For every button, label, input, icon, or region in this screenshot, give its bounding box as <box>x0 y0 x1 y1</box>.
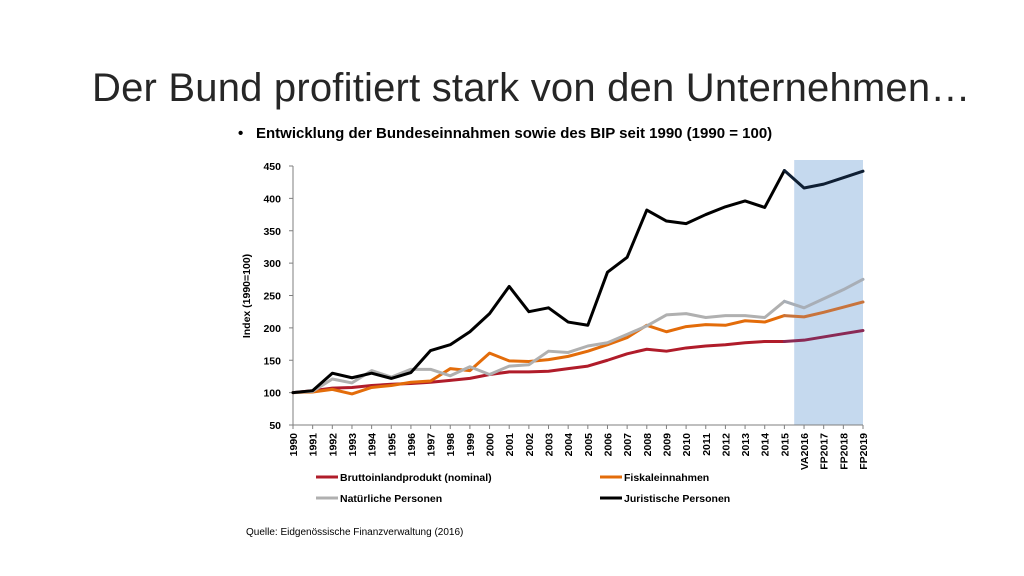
y-tick-label: 150 <box>263 355 281 367</box>
y-tick-label: 250 <box>263 291 281 303</box>
legend-label: Fiskaleinnahmen <box>624 472 709 484</box>
x-tick-label: 2014 <box>760 433 772 457</box>
y-tick-label: 450 <box>263 161 281 173</box>
series-line <box>291 314 786 396</box>
x-tick-label: 2005 <box>583 433 595 457</box>
y-tick-label: 200 <box>263 323 281 335</box>
x-tick-label: 2012 <box>720 433 732 457</box>
x-tick-label: 1990 <box>288 433 300 457</box>
series-line <box>291 299 786 395</box>
y-tick-label: 400 <box>263 193 281 205</box>
source-note: Quelle: Eidgenössische Finanzverwaltung … <box>246 527 464 538</box>
chart-subtitle: • Entwicklung der Bundeseinnahmen sowie d… <box>238 125 772 142</box>
y-tick-label: 100 <box>263 388 281 400</box>
x-tick-label: 1999 <box>465 433 477 457</box>
legend-label: Natürliche Personen <box>340 493 442 505</box>
x-tick-label: 2000 <box>485 433 497 457</box>
axes: 1990 1991 1992 1993 1994 1995 1996 1997 1998 1999… <box>288 166 870 470</box>
x-tick-label: 1997 <box>426 433 438 457</box>
y-axis-label: Index (1990=100) <box>241 254 253 338</box>
legend-label: Juristische Personen <box>624 493 730 505</box>
x-tick-label: FP2019 <box>858 433 870 470</box>
x-tick-label: 1995 <box>386 433 398 457</box>
x-tick-label: 2006 <box>602 433 614 457</box>
x-tick-label: 2011 <box>701 433 713 456</box>
bullet-icon: • <box>238 125 244 142</box>
chart-subtitle-text: Entwicklung der Bundeseinnahmen sowie de… <box>256 125 773 142</box>
x-tick-label: FP2017 <box>819 433 831 470</box>
x-tick-label: 2008 <box>642 433 654 457</box>
x-tick-label: 2001 <box>504 433 516 457</box>
x-tick-label: 2004 <box>563 433 575 457</box>
x-tick-label: 2002 <box>524 433 536 457</box>
x-tick-label: 2007 <box>622 433 634 457</box>
x-tick-label: 2015 <box>779 433 791 457</box>
slide-title: Der Bund profitiert stark von den Untern… <box>92 66 971 110</box>
series-lines <box>291 169 865 396</box>
y-tick-label: 50 <box>269 420 281 432</box>
x-tick-label: 2009 <box>661 433 673 457</box>
x-tick-label: 1996 <box>406 433 418 457</box>
x-tick-label: 1993 <box>347 433 359 457</box>
forecast-shading-layer <box>794 160 863 425</box>
forecast-shade <box>794 160 863 425</box>
x-tick-label: FP2018 <box>838 433 850 470</box>
y-tick-label: 300 <box>263 258 281 270</box>
x-tick-label: 1992 <box>327 433 339 457</box>
legend-label: Bruttoinlandprodukt (nominal) <box>340 472 492 484</box>
x-tick-label: 1991 <box>308 433 320 457</box>
x-tick-label: 2010 <box>681 433 693 457</box>
legend: Bruttoinlandprodukt (nominal) Fiskaleinna… <box>316 472 730 505</box>
series-line <box>291 169 786 395</box>
x-tick-label: VA2016 <box>799 433 811 470</box>
x-tick-label: 2003 <box>544 433 556 457</box>
y-axis-ticks: 50 100 150 200 250 300 350 400 450 <box>263 161 293 432</box>
x-tick-label: 1994 <box>367 433 379 457</box>
y-tick-label: 350 <box>263 226 281 238</box>
x-tick-label: 1998 <box>445 433 457 457</box>
series-line <box>291 339 786 395</box>
x-tick-label: 2013 <box>740 433 752 457</box>
